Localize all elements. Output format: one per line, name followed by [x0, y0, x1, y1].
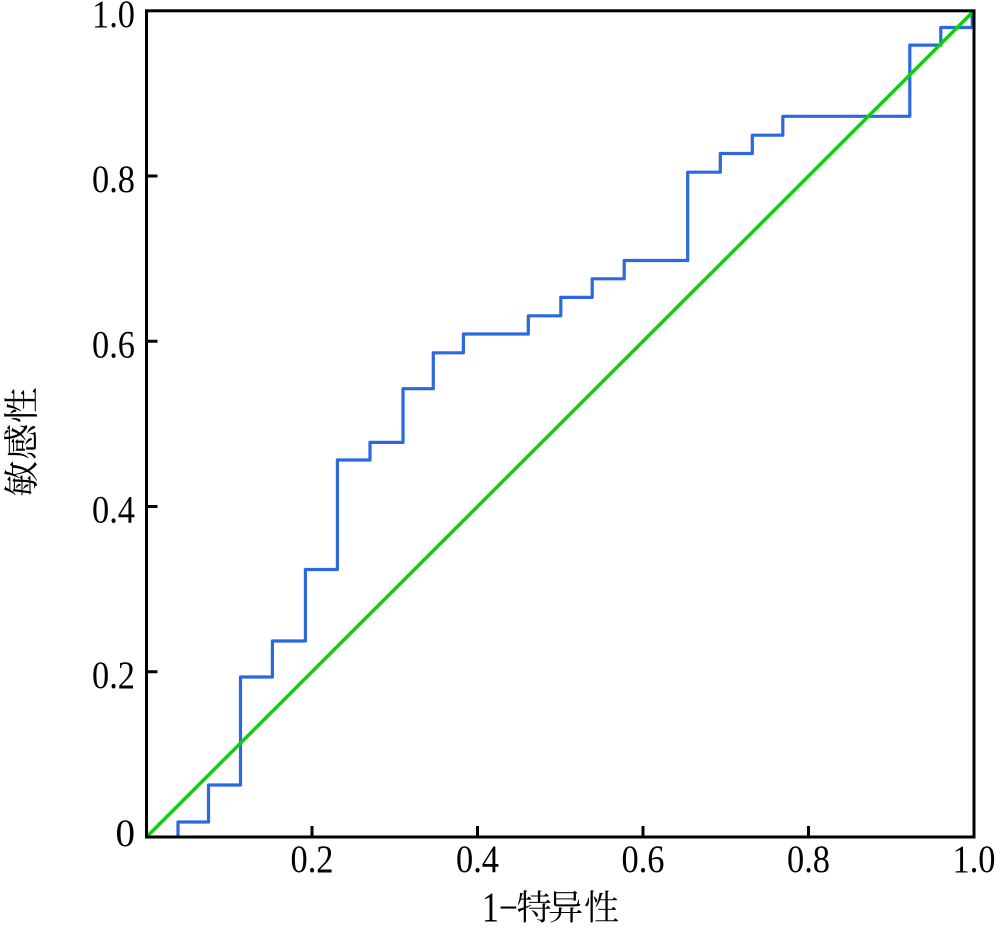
svg-text:0.6: 0.6	[622, 838, 665, 881]
svg-text:1.0: 1.0	[953, 838, 996, 881]
svg-text:0: 0	[116, 812, 136, 855]
svg-text:0.4: 0.4	[456, 838, 499, 881]
svg-text:1−: 1−	[482, 886, 518, 929]
svg-text:0.6: 0.6	[92, 324, 135, 367]
svg-text:0.2: 0.2	[92, 654, 135, 697]
svg-text:0.4: 0.4	[92, 489, 135, 532]
svg-text:1.0: 1.0	[92, 0, 135, 36]
svg-text:0.2: 0.2	[291, 838, 334, 881]
svg-text:0.8: 0.8	[787, 838, 830, 881]
svg-text:0.8: 0.8	[92, 158, 135, 201]
